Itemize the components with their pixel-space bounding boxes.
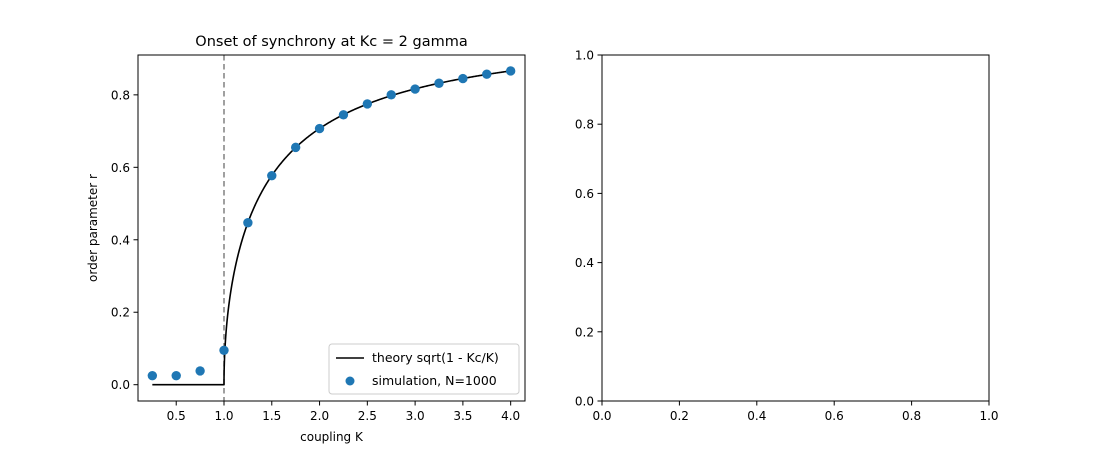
right-x-tick-label: 1.0: [979, 409, 998, 423]
legend-box: [328, 343, 520, 395]
right-y-tick-label: 0.8: [575, 118, 594, 132]
left-chart-title: Onset of synchrony at Kc = 2 gamma: [195, 34, 467, 50]
left-y-tick-label: 0.6: [111, 161, 130, 175]
right-x-tick-label: 0.6: [825, 409, 844, 423]
left-x-tick-label: 3.5: [453, 409, 472, 423]
left-y-tick-label: 0.4: [111, 233, 130, 247]
left-y-tick-label: 0.2: [111, 306, 130, 320]
simulation-point: [362, 99, 373, 109]
left-x-tick-label: 0.5: [167, 409, 186, 423]
simulation-point: [171, 370, 181, 381]
legend-simulation-marker-swatch: [345, 376, 355, 386]
right-y-tick-label: 0.6: [575, 187, 594, 201]
left-chart-legend: theory sqrt(1 - Kc/K) simulation, N=1000: [328, 343, 520, 395]
right-y-tick-label: 1.0: [575, 49, 594, 63]
legend-theory-label: theory sqrt(1 - Kc/K): [372, 350, 499, 365]
left-x-axis-ticks: 0.5 1.0 1.5 2.0 2.5 3.0 3.5 4.0: [167, 401, 520, 423]
right-x-tick-label: 0.4: [747, 409, 766, 423]
right-y-tick-label: 0.4: [575, 256, 594, 270]
right-chart-panel: 0.0 0.2 0.4 0.6 0.8 1.0 0.0 0.2 0.4 0.6 0.8 1.0: [575, 49, 999, 424]
left-x-tick-label: 3.0: [406, 409, 425, 423]
simulation-point: [458, 73, 468, 84]
left-x-axis-label: coupling K: [300, 430, 364, 444]
left-x-tick-label: 2.0: [310, 409, 329, 423]
simulation-point: [147, 370, 158, 381]
left-y-axis-ticks: 0.0 0.2 0.4 0.6 0.8: [111, 88, 138, 392]
left-chart-panel: Onset of synchrony at Kc = 2 gamma 0.5 1.…: [86, 34, 526, 444]
left-x-tick-label: 2.5: [358, 409, 377, 423]
simulation-point: [338, 110, 349, 120]
right-y-tick-label: 0.0: [575, 395, 594, 409]
legend-simulation-label: simulation, N=1000: [372, 373, 497, 388]
simulation-point: [482, 69, 492, 79]
simulation-point: [243, 218, 253, 228]
simulation-point: [410, 84, 420, 94]
right-y-axis-ticks: 0.0 0.2 0.4 0.6 0.8 1.0: [575, 49, 602, 409]
left-x-tick-label: 1.0: [214, 409, 233, 423]
right-axes-frame: [601, 54, 990, 402]
simulation-point: [290, 142, 301, 153]
right-x-tick-label: 0.2: [670, 409, 689, 423]
left-plot-area: [147, 55, 516, 401]
left-x-tick-label: 1.5: [262, 409, 281, 423]
left-y-tick-label: 0.8: [111, 88, 130, 102]
right-x-axis-ticks: 0.0 0.2 0.4 0.6 0.8 1.0: [592, 401, 999, 423]
left-axes-frame: [137, 54, 526, 402]
simulation-point: [195, 366, 205, 376]
right-y-tick-label: 0.2: [575, 325, 594, 339]
simulation-point: [434, 78, 444, 88]
right-x-tick-label: 0.8: [902, 409, 921, 423]
right-x-tick-label: 0.0: [592, 409, 611, 423]
left-y-axis-label: order parameter r: [86, 174, 100, 282]
simulation-point: [267, 170, 277, 181]
left-y-tick-label: 0.0: [111, 378, 130, 392]
simulation-point: [314, 123, 325, 134]
simulation-point: [505, 66, 516, 76]
simulation-point: [219, 345, 229, 355]
left-x-tick-label: 4.0: [501, 409, 520, 423]
simulation-point: [386, 90, 396, 100]
